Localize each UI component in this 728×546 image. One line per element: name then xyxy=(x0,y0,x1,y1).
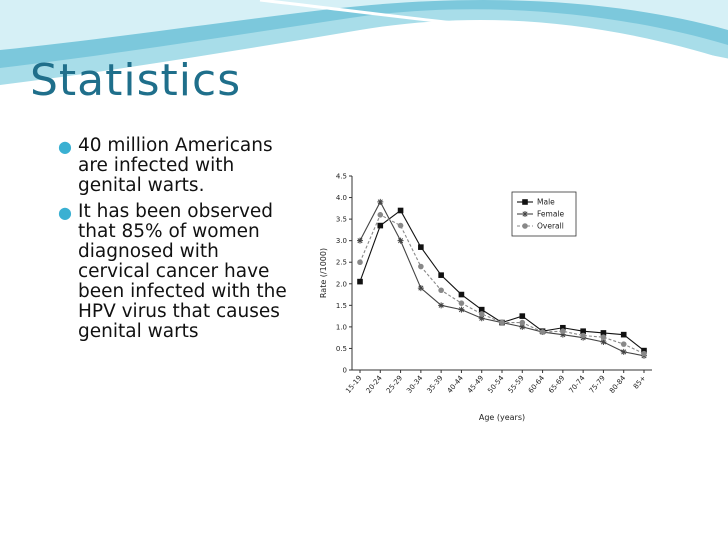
slide-title: Statistics xyxy=(30,55,242,106)
series-line-male xyxy=(359,209,645,352)
legend-marker-male xyxy=(522,199,528,205)
bullet-text: It has been observed that 85% of women d… xyxy=(78,201,287,342)
data-point-male xyxy=(438,272,444,278)
legend-marker-overall xyxy=(522,223,528,229)
data-point-male xyxy=(620,331,627,338)
data-point-female xyxy=(438,302,445,309)
data-point-overall xyxy=(397,222,404,229)
x-tick-label: 80-84 xyxy=(608,374,628,395)
data-point-male xyxy=(458,291,465,298)
x-axis-label: Age (years) xyxy=(479,413,525,422)
bullet-list: ● 40 million Americans are infected with… xyxy=(58,136,294,348)
legend-label-overall: Overall xyxy=(537,222,564,231)
x-tick-label: 75-79 xyxy=(588,374,607,395)
data-point-male xyxy=(478,306,485,313)
data-point-male xyxy=(560,324,566,331)
data-point-overall xyxy=(478,311,485,317)
header-wave-decoration xyxy=(0,0,728,85)
x-tick-label: 30-34 xyxy=(405,374,425,395)
legend-label-male: Male xyxy=(537,198,555,207)
data-point-overall xyxy=(580,332,586,339)
data-point-female xyxy=(417,285,424,292)
x-tick-label: 35-39 xyxy=(425,374,444,395)
x-tick-label: 20-24 xyxy=(365,374,385,395)
data-point-overall xyxy=(458,300,465,306)
chart-container: 0 0.5 1.0 1.5 2.0 2.5 3.0 3.5 4.0 4.5 15-19 20-24 25… xyxy=(314,168,664,426)
x-tick-label: 25-29 xyxy=(385,374,404,395)
y-tick-label: 3.5 xyxy=(336,216,347,224)
x-tick-label: 45-49 xyxy=(466,374,485,395)
data-point-male xyxy=(418,244,424,250)
data-point-overall xyxy=(418,263,424,270)
legend-marker-female xyxy=(522,211,528,217)
data-point-female xyxy=(600,338,607,345)
data-point-overall xyxy=(377,212,384,218)
data-point-male xyxy=(377,222,384,229)
data-point-overall xyxy=(641,350,647,357)
line-chart: 0 0.5 1.0 1.5 2.0 2.5 3.0 3.5 4.0 4.5 15-19 20-24 25… xyxy=(319,173,652,422)
bullet-dot-icon: ● xyxy=(58,137,72,156)
data-point-overall xyxy=(519,319,526,326)
legend-label-female: Female xyxy=(537,210,565,219)
data-point-overall xyxy=(539,329,546,335)
bullet-item: ● 40 million Americans are infected with… xyxy=(58,136,294,196)
y-tick-label: 2.5 xyxy=(336,259,347,267)
x-tick-label: 55-59 xyxy=(507,374,526,395)
x-tick-label: 65-69 xyxy=(547,374,566,395)
data-point-male xyxy=(357,278,363,285)
x-tick-label: 85+ xyxy=(632,374,648,391)
y-axis-label: Rate (/1000) xyxy=(319,248,328,298)
data-point-overall xyxy=(560,328,566,334)
data-point-female xyxy=(377,198,384,205)
y-tick-label: 1.5 xyxy=(336,302,347,310)
y-tick-label: 4.5 xyxy=(336,173,347,181)
y-tick-label: 3.0 xyxy=(336,237,347,245)
y-tick-label: 0 xyxy=(343,367,347,375)
data-point-female xyxy=(478,315,485,322)
bullet-text: 40 million Americans are infected with g… xyxy=(78,135,273,196)
data-point-female xyxy=(559,331,566,338)
bullet-dot-icon: ● xyxy=(58,203,72,222)
x-tick-label: 60-64 xyxy=(527,374,547,395)
data-point-overall xyxy=(600,334,607,341)
data-point-male xyxy=(641,347,647,354)
x-tick-label: 15-19 xyxy=(344,374,363,395)
data-point-overall xyxy=(438,287,444,294)
data-point-female xyxy=(519,323,526,330)
data-point-male xyxy=(600,330,607,336)
x-tick-label: 50-54 xyxy=(486,374,506,395)
y-tick-label: 4.0 xyxy=(336,194,347,202)
y-tick-label: 1.0 xyxy=(336,323,347,331)
bullet-item: ● It has been observed that 85% of women… xyxy=(58,202,294,342)
data-point-overall xyxy=(499,319,505,326)
data-point-female xyxy=(458,306,465,313)
x-tick-label: 40-44 xyxy=(446,374,466,395)
y-tick-label: 2.0 xyxy=(336,280,347,288)
data-point-female xyxy=(620,348,627,355)
data-point-female xyxy=(357,237,363,244)
data-point-male xyxy=(580,328,586,334)
data-point-male xyxy=(519,313,526,319)
data-point-overall xyxy=(620,341,627,347)
data-point-female xyxy=(397,237,404,244)
y-tick-label: 0.5 xyxy=(336,345,347,353)
data-point-male xyxy=(397,207,404,214)
x-tick-label: 70-74 xyxy=(567,374,587,395)
data-point-overall xyxy=(357,259,363,266)
